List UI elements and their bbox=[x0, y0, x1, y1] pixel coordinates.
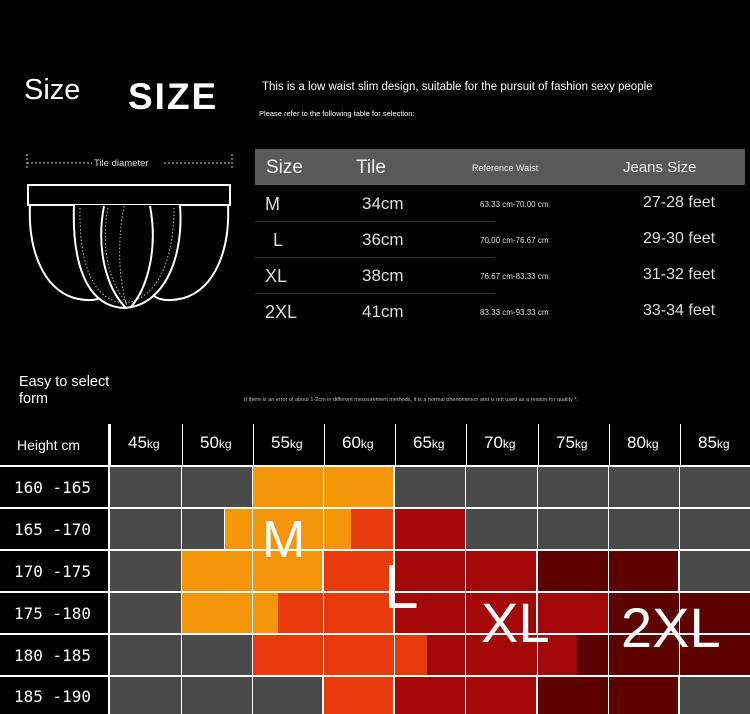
header-tile: Tile bbox=[356, 157, 386, 178]
size-cell-jeans: 31-32 feet bbox=[643, 266, 716, 283]
header-size: Size bbox=[266, 157, 303, 178]
size-cell-2XL bbox=[577, 635, 608, 675]
row-separator bbox=[255, 257, 495, 258]
size-cell-size: XL bbox=[265, 266, 288, 286]
size-table-header: Size Tile Reference Waist Jeans Size bbox=[255, 149, 745, 185]
weight-label: 45kg bbox=[128, 433, 160, 452]
size-cell-none bbox=[680, 551, 750, 591]
weight-header: 60kg bbox=[325, 424, 395, 465]
column-divider bbox=[608, 465, 609, 714]
weight-header: 85kg bbox=[681, 424, 750, 465]
column-divider bbox=[394, 465, 395, 714]
table-note: Please refer to the following table for … bbox=[259, 109, 415, 118]
size-cell-size: M bbox=[265, 194, 280, 214]
row-separator bbox=[255, 293, 495, 294]
size-cell-tile: 38cm bbox=[362, 266, 404, 285]
size-cell-L bbox=[351, 509, 393, 549]
weight-label: 50kg bbox=[200, 433, 232, 452]
size-cell-none bbox=[395, 467, 750, 507]
size-cell-M bbox=[225, 509, 252, 549]
size-cell-L bbox=[253, 635, 427, 675]
size-cell-waist: 63.33 cm-70.00 cm bbox=[480, 200, 549, 209]
size-title: Size bbox=[24, 74, 81, 106]
weight-label: 75kg bbox=[556, 433, 588, 452]
size-cell-tile: 34cm bbox=[362, 194, 404, 213]
weight-label: 60kg bbox=[342, 433, 374, 452]
size-table-row: XL 38cm 76.67 cm-83.33 cm 31-32 feet bbox=[255, 257, 745, 293]
column-divider bbox=[252, 465, 253, 714]
size-table-row: M 34cm 63.33 cm-70.00 cm 27-28 feet bbox=[255, 185, 745, 221]
header-jeans: Jeans Size bbox=[623, 159, 697, 176]
size-cell-L bbox=[324, 551, 393, 591]
fine-print: If there is an error of about 1-2cm in d… bbox=[244, 397, 579, 403]
size-label-xl: XL bbox=[481, 591, 550, 654]
size-cell-waist: 76.67 cm-83.33 cm bbox=[480, 272, 549, 281]
size-table: Size Tile Reference Waist Jeans Size M 34… bbox=[255, 149, 745, 329]
size-cell-tile: 36cm bbox=[362, 230, 404, 249]
height-label: 170 -175 bbox=[0, 551, 108, 591]
height-label: 175 -180 bbox=[0, 593, 108, 633]
size-cell-L bbox=[324, 677, 393, 714]
weight-header: 55kg bbox=[254, 424, 324, 465]
weight-label: 70kg bbox=[484, 433, 516, 452]
height-label: 160 -165 bbox=[0, 467, 108, 507]
size-cell-waist: 70.00 cm-76.67 cm bbox=[480, 236, 549, 245]
weight-header: 65kg bbox=[396, 424, 466, 465]
size-cell-tile: 41cm bbox=[362, 302, 404, 321]
column-divider bbox=[465, 465, 466, 714]
size-cell-waist: 83.33 cm-93.33 cm bbox=[480, 308, 549, 317]
height-label: 180 -185 bbox=[0, 635, 108, 675]
intro-text: This is a low waist slim design, suitabl… bbox=[262, 81, 653, 93]
weight-header: 70kg bbox=[467, 424, 538, 465]
weight-label: 55kg bbox=[271, 433, 303, 452]
row-separator bbox=[255, 221, 495, 222]
size-cell-jeans: 29-30 feet bbox=[643, 230, 716, 247]
column-divider bbox=[323, 465, 324, 714]
height-label: 185 -190 bbox=[0, 677, 108, 714]
height-header: Height cm bbox=[0, 424, 108, 465]
column-divider bbox=[181, 465, 182, 714]
weight-label: 65kg bbox=[413, 433, 445, 452]
underwear-diagram bbox=[24, 148, 236, 328]
size-cell-jeans: 33-34 feet bbox=[643, 302, 716, 319]
size-table-row: 2XL 41cm 83.33 cm-93.33 cm 33-34 feet bbox=[255, 293, 745, 329]
size-cell-XL bbox=[427, 635, 577, 675]
size-cell-XL bbox=[538, 593, 608, 633]
weight-label: 85kg bbox=[698, 433, 730, 452]
height-label: 165 -170 bbox=[0, 509, 108, 549]
size-cell-none bbox=[680, 677, 750, 714]
column-divider bbox=[109, 465, 110, 714]
size-cell-none bbox=[110, 551, 181, 591]
tile-diameter-label: Tile diameter bbox=[94, 158, 149, 169]
column-divider bbox=[537, 465, 538, 714]
size-label-l: L bbox=[384, 553, 419, 622]
size-cell-M bbox=[253, 509, 351, 549]
size-cell-jeans: 27-28 feet bbox=[643, 194, 716, 211]
size-cell-none bbox=[110, 677, 322, 714]
size-label-2xl: 2XL bbox=[621, 596, 721, 659]
weight-header: 80kg bbox=[610, 424, 680, 465]
size-cell-M bbox=[182, 593, 278, 633]
size-cell-none bbox=[110, 509, 224, 549]
underwear-drawing bbox=[26, 154, 233, 310]
size-table-row: L 36cm 70.00 cm-76.67 cm 29-30 feet bbox=[255, 221, 745, 257]
column-divider bbox=[679, 465, 680, 714]
size-cell-XL bbox=[395, 509, 465, 549]
height-header-label: Height cm bbox=[17, 437, 81, 453]
size-chart-grid: Height cm 45kg 50kg 55kg 60kg 65kg 70kg 75kg 80k… bbox=[0, 424, 750, 714]
size-cell-size: L bbox=[273, 230, 284, 250]
weight-header: 75kg bbox=[539, 424, 609, 465]
easy-select-label: Easy to select form bbox=[19, 374, 110, 407]
weight-label: 80kg bbox=[627, 433, 659, 452]
size-title-caps: SIZE bbox=[128, 76, 219, 117]
weight-header: 50kg bbox=[183, 424, 253, 465]
size-cell-size: 2XL bbox=[265, 302, 298, 322]
size-label-m: M bbox=[262, 511, 306, 569]
weight-header: 45kg bbox=[111, 424, 182, 465]
header-waist: Reference Waist bbox=[472, 163, 539, 173]
size-cell-none bbox=[110, 593, 181, 633]
size-cell-L bbox=[278, 593, 393, 633]
